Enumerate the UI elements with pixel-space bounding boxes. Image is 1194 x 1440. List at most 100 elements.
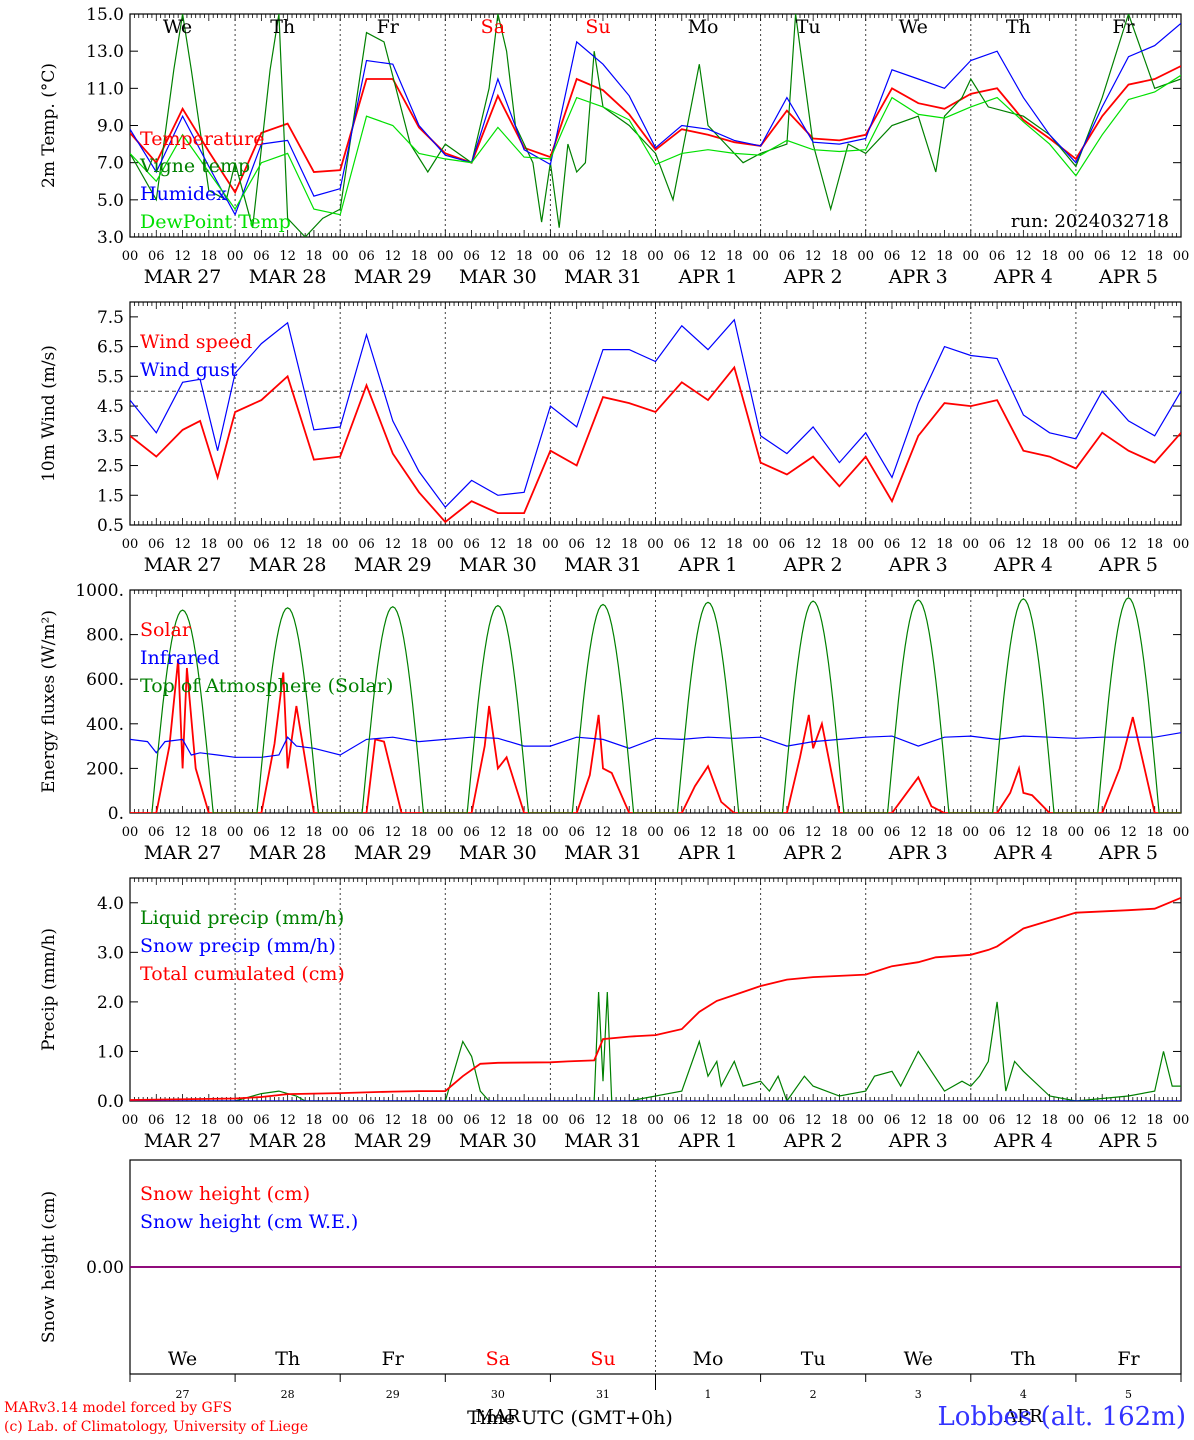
hour-tick-label: 18 bbox=[1041, 537, 1058, 552]
bottom-day-number-2: 28 bbox=[281, 1388, 295, 1401]
hour-tick-label: 18 bbox=[621, 537, 638, 552]
day-label-10: APR 5 bbox=[1098, 842, 1158, 864]
run-annotation: run: 2024032718 bbox=[1011, 211, 1169, 232]
hour-tick-label: 18 bbox=[936, 825, 953, 840]
panel-precip: 0.0 1.0 2.0 3.0 4.0 Precip (mm/h) Liquid preci… bbox=[39, 877, 1190, 1152]
hour-tick-label: 06 bbox=[884, 249, 901, 264]
hour-tick-label: 06 bbox=[989, 825, 1006, 840]
day-label-5: MAR 31 bbox=[564, 554, 642, 576]
hour-tick-label: 18 bbox=[936, 249, 953, 264]
x-axis-label: Time UTC (GMT+0h) bbox=[467, 1407, 673, 1429]
day-label-6: APR 1 bbox=[678, 266, 738, 288]
hour-tick-label: 06 bbox=[1094, 537, 1111, 552]
hour-tick-label: 00 bbox=[122, 1113, 139, 1128]
hour-tick-label: 06 bbox=[148, 249, 165, 264]
day-label-8: APR 3 bbox=[888, 554, 948, 576]
weekday-label-7: Tu bbox=[796, 16, 821, 38]
hour-tick-label: 12 bbox=[595, 537, 612, 552]
hour-tick-label: 06 bbox=[779, 249, 796, 264]
hour-tick-label: 06 bbox=[674, 537, 691, 552]
y-axis-label: Precip (mm/h) bbox=[39, 928, 59, 1051]
hour-tick-label: 06 bbox=[989, 249, 1006, 264]
hour-tick-label: 18 bbox=[726, 1113, 743, 1128]
hour-tick-label: 00 bbox=[332, 825, 349, 840]
hour-tick-label: 06 bbox=[884, 825, 901, 840]
hour-tick-label: 12 bbox=[279, 1113, 296, 1128]
hour-tick-label: 00 bbox=[752, 537, 769, 552]
y-axis-label: 10m Wind (m/s) bbox=[39, 345, 59, 482]
hour-tick-label-end: 00 bbox=[1173, 1113, 1190, 1128]
hour-tick-label: 06 bbox=[989, 1113, 1006, 1128]
hour-tick-label: 06 bbox=[568, 1113, 585, 1128]
day-label-8: APR 3 bbox=[888, 266, 948, 288]
hour-tick-label: 12 bbox=[910, 825, 927, 840]
day-label-6: APR 1 bbox=[678, 554, 738, 576]
hour-tick-label: 18 bbox=[201, 825, 218, 840]
hour-tick-label: 12 bbox=[384, 249, 401, 264]
day-label-10: APR 5 bbox=[1098, 1130, 1158, 1152]
y-tick-label-800: 800. bbox=[86, 626, 124, 646]
hour-tick-label: 12 bbox=[384, 1113, 401, 1128]
legend-top-of-atmosphere-solar: Top of Atmosphere (Solar) bbox=[140, 675, 393, 697]
weekday-label-4: Sa bbox=[486, 1348, 510, 1370]
hour-tick-label: 00 bbox=[332, 537, 349, 552]
bottom-day-number-8: 3 bbox=[915, 1388, 922, 1401]
hour-tick-label: 12 bbox=[490, 825, 507, 840]
y-tick-label-400: 400. bbox=[86, 715, 124, 735]
hour-tick-label: 06 bbox=[568, 537, 585, 552]
legend-infrared: Infrared bbox=[140, 647, 220, 669]
hour-tick-label: 12 bbox=[1015, 1113, 1032, 1128]
hour-tick-label: 06 bbox=[989, 537, 1006, 552]
hour-tick-label: 12 bbox=[700, 825, 717, 840]
hour-tick-label: 18 bbox=[1146, 1113, 1163, 1128]
hour-tick-label: 18 bbox=[621, 1113, 638, 1128]
hour-tick-label: 06 bbox=[358, 825, 375, 840]
month-label-mar: MAR bbox=[475, 1406, 520, 1427]
hour-tick-label: 18 bbox=[306, 537, 323, 552]
panel-energy: 0. 200. 400. 600. 800. 1000. Energy fluxes (W/… bbox=[39, 581, 1189, 864]
bottom-axis: 27 28 29 30 31 1 2 3 4 5 MAR APR Time UTC (GMT+0h) bbox=[129, 1373, 1182, 1429]
hour-tick-label: 06 bbox=[1094, 825, 1111, 840]
bottom-day-number-5: 31 bbox=[596, 1388, 610, 1401]
hour-tick-label: 12 bbox=[700, 249, 717, 264]
hour-tick-label: 00 bbox=[332, 1113, 349, 1128]
hour-tick-label: 12 bbox=[805, 1113, 822, 1128]
hour-tick-label: 18 bbox=[621, 825, 638, 840]
hour-tick-label: 12 bbox=[1120, 1113, 1137, 1128]
hour-tick-label: 00 bbox=[542, 825, 559, 840]
day-label-9: APR 4 bbox=[993, 842, 1053, 864]
hour-tick-label: 12 bbox=[700, 537, 717, 552]
series-line-solar bbox=[130, 659, 1181, 813]
day-label-2: MAR 28 bbox=[249, 842, 327, 864]
weekday-label-2: Th bbox=[275, 1348, 300, 1370]
day-label-9: APR 4 bbox=[993, 554, 1053, 576]
y-tick-label-7-5: 7.5 bbox=[97, 308, 124, 328]
hour-tick-label: 18 bbox=[201, 537, 218, 552]
hour-tick-label: 06 bbox=[358, 537, 375, 552]
weekday-label-4: Sa bbox=[481, 16, 505, 38]
series-line-humidex bbox=[130, 22, 1181, 217]
hour-tick-label: 06 bbox=[674, 249, 691, 264]
hour-tick-label: 06 bbox=[779, 537, 796, 552]
hour-tick-label: 18 bbox=[1041, 825, 1058, 840]
hour-tick-label: 18 bbox=[831, 249, 848, 264]
y-tick-label-0: 0. bbox=[108, 804, 124, 824]
legend-vigne-temp: Vigne temp bbox=[139, 155, 250, 177]
y-tick-label-11-0: 11.0 bbox=[86, 79, 124, 99]
hour-tick-label: 12 bbox=[805, 537, 822, 552]
weekday-label-6: Mo bbox=[693, 1348, 724, 1370]
hour-tick-label: 12 bbox=[910, 1113, 927, 1128]
hour-tick-label: 12 bbox=[174, 825, 191, 840]
weekday-label-1: We bbox=[168, 1348, 197, 1370]
hour-tick-label: 12 bbox=[595, 825, 612, 840]
y-axis-label: 2m Temp. (°C) bbox=[39, 63, 59, 188]
y-tick-label-1-5: 1.5 bbox=[97, 486, 124, 506]
hour-tick-label: 00 bbox=[122, 249, 139, 264]
day-label-10: APR 5 bbox=[1098, 554, 1158, 576]
hour-tick-label: 12 bbox=[910, 249, 927, 264]
hour-tick-label: 12 bbox=[490, 537, 507, 552]
hour-tick-label: 18 bbox=[516, 1113, 533, 1128]
day-label-3: MAR 29 bbox=[354, 1130, 432, 1152]
hour-tick-label: 18 bbox=[726, 249, 743, 264]
